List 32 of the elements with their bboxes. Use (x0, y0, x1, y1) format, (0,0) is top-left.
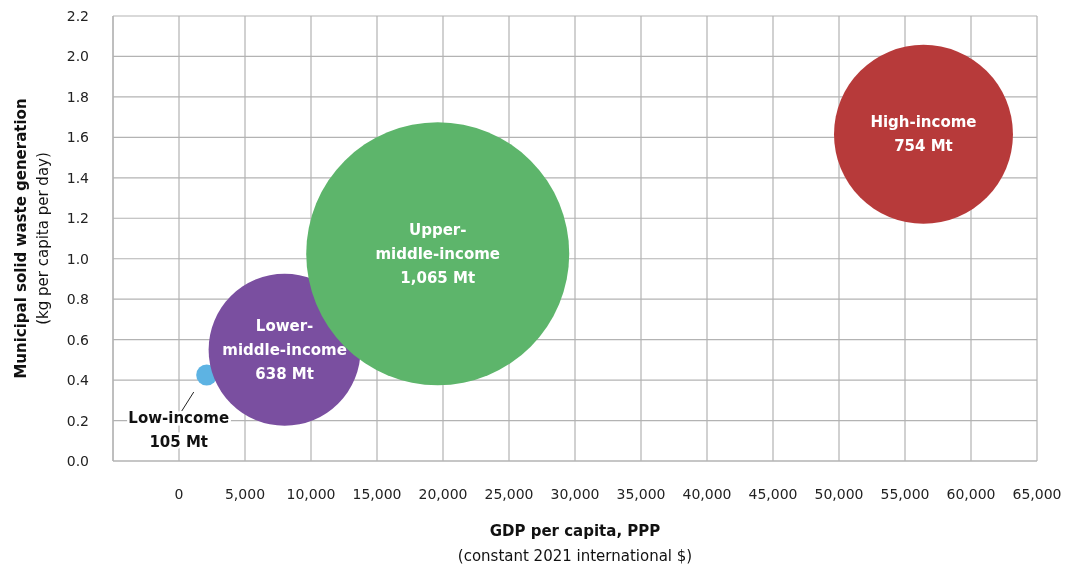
x-tick-label: 60,000 (946, 485, 996, 502)
x-tick-label: 10,000 (286, 485, 336, 502)
annotation: Lower- middle-income 638 Mt (222, 316, 347, 383)
x-tick-label: 50,000 (814, 485, 864, 502)
x-tick-label: 40,000 (682, 485, 732, 502)
x-tick-label: 5,000 (224, 485, 266, 502)
y-tick-label: 1.0 (66, 250, 89, 267)
x-tick-label: 65,000 (1012, 485, 1062, 502)
y-tick-label: 2.2 (66, 7, 89, 24)
annotation: High-income 754 Mt (870, 113, 977, 156)
y-tick-label: 1.2 (66, 210, 89, 227)
y-axis-title: Municipal solid waste generation (kg per capita per day) (12, 98, 52, 379)
x-tick-label: 30,000 (550, 485, 600, 502)
y-tick-label: 0.6 (66, 331, 90, 348)
y-tick-label: 1.8 (66, 88, 89, 105)
y-tick-label: 0.0 (66, 452, 89, 469)
annotation: Low-income 105 Mt (128, 409, 230, 452)
y-tick-label: 1.4 (66, 169, 90, 186)
x-tick-label: 20,000 (418, 485, 468, 502)
x-tick-label: 55,000 (880, 485, 930, 502)
y-tick-label: 0.2 (66, 412, 89, 429)
x-tick-label: 0 (174, 485, 184, 502)
annotation: Upper- middle-income 1,065 Mt (375, 220, 501, 287)
y-tick-label: 2.0 (66, 48, 89, 65)
x-tick-label: 35,000 (616, 485, 666, 502)
y-tick-label: 0.4 (66, 372, 90, 389)
x-tick-label: 15,000 (352, 485, 402, 502)
x-tick-label: 45,000 (748, 485, 798, 502)
x-axis-title: GDP per capita, PPP (constant 2021 international $) (457, 522, 693, 565)
y-tick-label: 0.8 (66, 291, 89, 308)
x-tick-label: 25,000 (484, 485, 534, 502)
y-tick-label: 1.6 (66, 129, 90, 146)
